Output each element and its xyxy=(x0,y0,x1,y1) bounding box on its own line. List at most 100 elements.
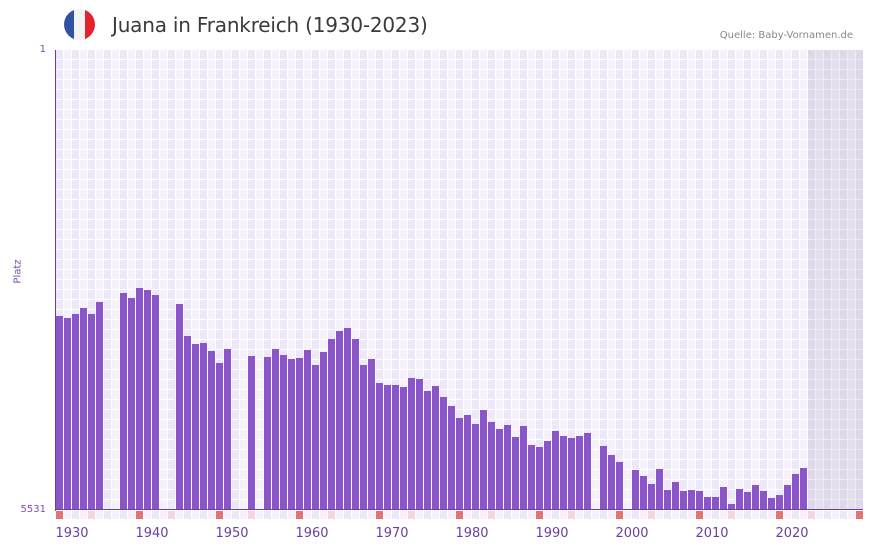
bar-1984[interactable] xyxy=(488,422,495,510)
bar-2007[interactable] xyxy=(672,482,679,510)
bar-1981[interactable] xyxy=(464,415,471,510)
year-marker xyxy=(112,511,119,519)
bar-1998[interactable] xyxy=(600,446,607,510)
bar-1941[interactable] xyxy=(144,290,151,510)
bar-2008[interactable] xyxy=(680,491,687,510)
bar-2018[interactable] xyxy=(760,491,767,510)
bar-1966[interactable] xyxy=(344,328,351,510)
bar-1945[interactable] xyxy=(176,304,183,510)
bar-1999[interactable] xyxy=(608,455,615,510)
bar-2011[interactable] xyxy=(704,497,711,510)
bar-1992[interactable] xyxy=(552,431,559,510)
bar-2002[interactable] xyxy=(632,470,639,510)
bar-1954[interactable] xyxy=(248,356,255,510)
bar-1990[interactable] xyxy=(536,447,543,510)
bar-1933[interactable] xyxy=(80,308,87,510)
bar-1993[interactable] xyxy=(560,436,567,510)
bar-1950[interactable] xyxy=(216,363,223,510)
bar-1977[interactable] xyxy=(432,386,439,510)
bar-1931[interactable] xyxy=(64,318,71,510)
bar-2010[interactable] xyxy=(696,491,703,510)
chart-title: Juana in Frankreich (1930-2023) xyxy=(112,13,428,37)
bar-1994[interactable] xyxy=(568,438,575,510)
bar-1932[interactable] xyxy=(72,314,79,510)
bar-2023[interactable] xyxy=(800,468,807,510)
x-tick-label: 2000 xyxy=(615,526,649,541)
bar-1983[interactable] xyxy=(480,410,487,510)
year-marker xyxy=(200,511,207,519)
year-marker xyxy=(688,511,695,519)
bar-2003[interactable] xyxy=(640,476,647,510)
bar-1939[interactable] xyxy=(128,298,135,510)
bar-2006[interactable] xyxy=(664,490,671,510)
bar-2017[interactable] xyxy=(752,485,759,510)
bar-1963[interactable] xyxy=(320,352,327,510)
bar-1967[interactable] xyxy=(352,339,359,510)
bar-2013[interactable] xyxy=(720,487,727,510)
bar-1934[interactable] xyxy=(88,314,95,510)
bar-1961[interactable] xyxy=(304,350,311,510)
bar-1980[interactable] xyxy=(456,418,463,510)
bar-1971[interactable] xyxy=(384,385,391,510)
bar-2015[interactable] xyxy=(736,489,743,510)
bar-2014[interactable] xyxy=(728,504,735,510)
year-marker xyxy=(256,511,263,519)
bar-1962[interactable] xyxy=(312,365,319,510)
bar-2009[interactable] xyxy=(688,490,695,510)
bar-1956[interactable] xyxy=(264,357,271,510)
bar-1969[interactable] xyxy=(368,359,375,510)
bar-1964[interactable] xyxy=(328,339,335,510)
bar-1973[interactable] xyxy=(400,387,407,510)
year-marker xyxy=(80,511,87,519)
bar-1958[interactable] xyxy=(280,355,287,510)
bar-1979[interactable] xyxy=(448,406,455,510)
bar-2022[interactable] xyxy=(792,474,799,510)
bar-1938[interactable] xyxy=(120,293,127,510)
bar-1985[interactable] xyxy=(496,429,503,510)
bar-1991[interactable] xyxy=(544,441,551,510)
bar-1935[interactable] xyxy=(96,302,103,510)
bar-1987[interactable] xyxy=(512,437,519,510)
bar-1957[interactable] xyxy=(272,349,279,510)
bar-1948[interactable] xyxy=(200,343,207,510)
year-marker xyxy=(496,511,503,519)
year-marker xyxy=(168,511,175,519)
bar-1965[interactable] xyxy=(336,331,343,510)
bar-1976[interactable] xyxy=(424,391,431,510)
bar-1959[interactable] xyxy=(288,359,295,510)
bar-1942[interactable] xyxy=(152,295,159,510)
bar-1996[interactable] xyxy=(584,433,591,510)
year-marker xyxy=(96,511,103,519)
year-marker xyxy=(832,511,839,519)
bar-2000[interactable] xyxy=(616,462,623,510)
bar-2005[interactable] xyxy=(656,469,663,510)
bar-2016[interactable] xyxy=(744,492,751,510)
bar-1989[interactable] xyxy=(528,445,535,510)
bar-1986[interactable] xyxy=(504,425,511,510)
bar-1972[interactable] xyxy=(392,385,399,510)
year-marker xyxy=(472,511,479,519)
x-tick-label: 1970 xyxy=(375,526,409,541)
bar-1946[interactable] xyxy=(184,336,191,510)
bar-1970[interactable] xyxy=(376,383,383,510)
bar-1982[interactable] xyxy=(472,424,479,510)
bar-2021[interactable] xyxy=(784,485,791,510)
bar-1947[interactable] xyxy=(192,344,199,510)
bar-1974[interactable] xyxy=(408,378,415,510)
bar-1951[interactable] xyxy=(224,349,231,510)
bar-2020[interactable] xyxy=(776,495,783,510)
bar-2019[interactable] xyxy=(768,498,775,510)
bar-2012[interactable] xyxy=(712,497,719,510)
bar-1960[interactable] xyxy=(296,358,303,510)
bar-1988[interactable] xyxy=(520,426,527,510)
year-marker xyxy=(384,511,391,519)
bar-1968[interactable] xyxy=(360,365,367,510)
bar-1978[interactable] xyxy=(440,397,447,510)
bar-1995[interactable] xyxy=(576,436,583,510)
bar-1949[interactable] xyxy=(208,351,215,510)
bar-1975[interactable] xyxy=(416,379,423,510)
bar-2004[interactable] xyxy=(648,484,655,510)
bar-1940[interactable] xyxy=(136,288,143,510)
bar-1930[interactable] xyxy=(56,316,63,510)
year-marker xyxy=(824,511,831,519)
